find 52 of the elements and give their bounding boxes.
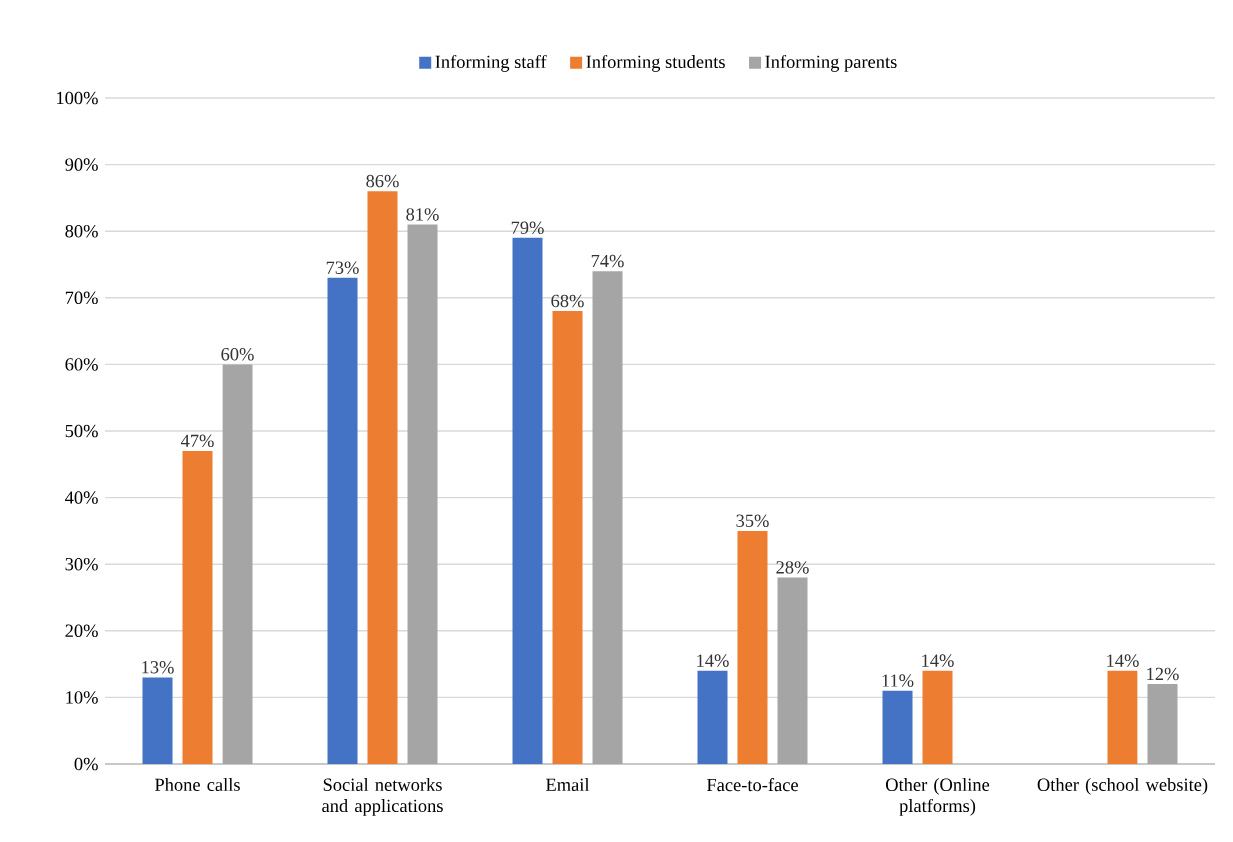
bar [142,677,173,764]
bar [222,364,253,764]
x-tick-label: Email [546,778,590,791]
y-tick-label: 90% [65,158,98,171]
y-tick-label: 60% [65,358,98,371]
y-tick-label: 40% [65,491,98,504]
data-label: 81% [406,208,439,221]
x-tick-label: Other (school website) [1037,778,1208,795]
y-tick-label: 80% [65,224,98,238]
data-label: 86% [366,174,399,188]
bar [922,670,953,764]
data-label: 14% [1107,654,1139,667]
bar [777,577,808,764]
data-label: 74% [591,254,624,268]
x-tick-label: Social networks and applications [322,778,443,816]
y-tick-label: 0% [74,757,98,771]
data-label: 68% [551,294,584,308]
data-label: 13% [142,661,174,674]
data-label: 12% [1147,667,1179,681]
y-tick-label: 50% [65,424,98,438]
bar [552,311,583,764]
y-tick-label: 20% [65,624,98,638]
bar [592,271,623,764]
x-tick-label: Other (Online platforms) [885,778,990,816]
data-label: 79% [511,221,544,234]
data-label: 11% [882,674,914,687]
legend-label: Informing staff [435,54,547,72]
data-label: 60% [221,348,254,361]
bar [182,450,213,764]
data-label: 73% [326,261,359,274]
x-tick-label: Phone calls [154,778,240,791]
legend-label: Informing students [586,54,725,72]
bar [327,277,358,764]
data-label: 14% [697,654,729,667]
legend-label: Informing parents [765,54,897,72]
bar [407,224,438,764]
y-tick-label: 70% [65,291,98,305]
data-label: 14% [922,654,954,667]
bar [1107,670,1138,764]
y-tick-label: 10% [66,691,98,704]
bar [882,690,913,764]
x-tick-label: Face-to-face [706,778,798,792]
bar [367,191,398,764]
bar [737,530,768,764]
data-label: 35% [736,514,769,528]
data-label: 28% [776,561,809,574]
data-label: 47% [180,434,214,448]
y-tick-label: 100% [57,91,98,105]
bar [697,670,728,764]
bar [1147,684,1178,764]
bar [512,237,543,764]
y-tick-label: 30% [65,557,98,571]
